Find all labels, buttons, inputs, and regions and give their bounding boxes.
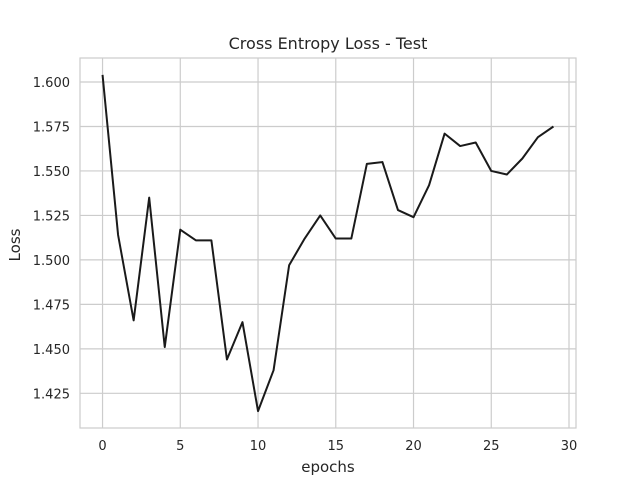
y-tick-label: 1.600 [33,76,70,91]
plot-frame [79,57,577,429]
x-tick-label: 15 [328,439,345,454]
chart-title: Cross Entropy Loss - Test [229,34,428,53]
y-tick-label: 1.550 [33,165,70,180]
x-tick-label: 0 [98,439,106,454]
x-tick-label: 5 [176,439,184,454]
x-gridlines [101,58,570,428]
x-tick-label: 25 [483,439,500,454]
y-tick-labels: 1.425 1.450 1.475 1.500 1.525 1.550 1.575 1.600 [33,76,70,402]
y-tick-label: 1.475 [33,298,70,313]
series-line [101,74,555,413]
y-tick-label: 1.575 [33,120,70,135]
y-tick-label: 1.450 [33,343,70,358]
x-tick-label: 10 [250,439,267,454]
x-tick-label: 30 [561,439,578,454]
y-tick-label: 1.500 [33,254,70,269]
y-tick-label: 1.525 [33,209,70,224]
y-gridlines [80,81,576,394]
x-tick-label: 20 [405,439,422,454]
x-tick-labels: 0 5 10 15 20 25 30 [98,439,577,454]
x-axis-label: epochs [301,458,355,476]
y-tick-label: 1.425 [33,387,70,402]
y-axis-label: Loss [6,228,24,261]
